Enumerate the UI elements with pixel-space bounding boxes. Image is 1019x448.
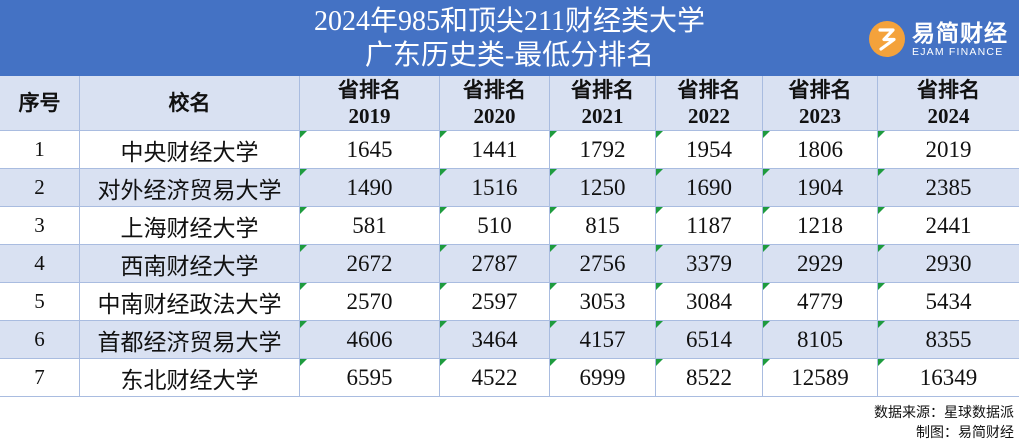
footer: 数据来源：星球数据派 制图：易简财经 — [874, 402, 1014, 442]
rank-2019-cell: 2672 — [300, 245, 440, 282]
rank-2020-cell: 2787 — [440, 245, 550, 282]
rank-2023-cell: 4779 — [763, 283, 878, 320]
rank-2022-cell: 8522 — [656, 359, 763, 396]
rank-2024-cell: 2441 — [878, 207, 1019, 244]
school-name-cell: 东北财经大学 — [80, 359, 300, 396]
column-header-2023: 省排名 2023 — [763, 76, 878, 130]
rank-2020-cell: 1441 — [440, 131, 550, 168]
column-year-label: 2019 — [348, 104, 391, 128]
row-index-cell: 2 — [0, 169, 80, 206]
brand-tagline: EJAM FINANCE — [912, 46, 1004, 58]
rank-2023-cell: 2929 — [763, 245, 878, 282]
ejam-logo-icon — [869, 21, 905, 57]
rank-2023-cell: 8105 — [763, 321, 878, 358]
rank-2022-cell: 3379 — [656, 245, 763, 282]
rank-2019-cell: 581 — [300, 207, 440, 244]
brand-logo: 易简财经 EJAM FINANCE — [868, 20, 1008, 58]
column-header-2021: 省排名 2021 — [550, 76, 656, 130]
school-name-cell: 上海财经大学 — [80, 207, 300, 244]
column-header-2019: 省排名 2019 — [300, 76, 440, 130]
rank-2020-cell: 510 — [440, 207, 550, 244]
column-header-2022: 省排名 2022 — [656, 76, 763, 130]
table-row: 4 西南财经大学 2672 2787 2756 3379 2929 2930 — [0, 245, 1019, 283]
column-header-school: 校名 — [80, 76, 300, 130]
table-row: 6 首都经济贸易大学 4606 3464 4157 6514 8105 8355 — [0, 321, 1019, 359]
table-row: 1 中央财经大学 1645 1441 1792 1954 1806 2019 — [0, 131, 1019, 169]
rank-2019-cell: 1490 — [300, 169, 440, 206]
column-label: 省排名 — [677, 78, 741, 102]
column-year-label: 2023 — [799, 104, 841, 128]
column-label: 序号 — [18, 91, 61, 115]
title-band: 2024年985和顶尖211财经类大学 广东历史类-最低分排名 易简财经 EJA… — [0, 0, 1019, 76]
row-index-cell: 3 — [0, 207, 80, 244]
rank-2021-cell: 4157 — [550, 321, 656, 358]
table-row: 7 东北财经大学 6595 4522 6999 8522 12589 16349 — [0, 359, 1019, 397]
rank-2021-cell: 2756 — [550, 245, 656, 282]
rank-2022-cell: 6514 — [656, 321, 763, 358]
chart-subtitle: 广东历史类-最低分排名 — [364, 40, 655, 71]
rank-2023-cell: 1904 — [763, 169, 878, 206]
rank-2023-cell: 12589 — [763, 359, 878, 396]
rank-2021-cell: 1792 — [550, 131, 656, 168]
rank-2019-cell: 2570 — [300, 283, 440, 320]
rank-2024-cell: 2385 — [878, 169, 1019, 206]
table-header-row: 序号 校名 省排名 2019 省排名 2020 省排名 2021 省排名 2022 省排名 2023 省… — [0, 76, 1019, 131]
table-row: 3 上海财经大学 581 510 815 1187 1218 2441 — [0, 207, 1019, 245]
rank-2020-cell: 2597 — [440, 283, 550, 320]
column-label: 省排名 — [463, 78, 526, 102]
rank-2023-cell: 1806 — [763, 131, 878, 168]
rank-2021-cell: 6999 — [550, 359, 656, 396]
rank-2024-cell: 2930 — [878, 245, 1019, 282]
rank-2021-cell: 1250 — [550, 169, 656, 206]
rank-2019-cell: 6595 — [300, 359, 440, 396]
rank-2024-cell: 8355 — [878, 321, 1019, 358]
column-year-label: 2024 — [927, 104, 970, 128]
row-index-cell: 7 — [0, 359, 80, 396]
row-index-cell: 5 — [0, 283, 80, 320]
column-header-2024: 省排名 2024 — [878, 76, 1019, 130]
column-label: 省排名 — [338, 78, 401, 102]
rank-2021-cell: 3053 — [550, 283, 656, 320]
rank-2022-cell: 1954 — [656, 131, 763, 168]
chart-title: 2024年985和顶尖211财经类大学 — [314, 6, 705, 37]
rank-2020-cell: 3464 — [440, 321, 550, 358]
column-year-label: 2021 — [581, 104, 624, 128]
rank-2021-cell: 815 — [550, 207, 656, 244]
rank-2023-cell: 1218 — [763, 207, 878, 244]
school-name-cell: 中南财经政法大学 — [80, 283, 300, 320]
rank-2022-cell: 3084 — [656, 283, 763, 320]
school-name-cell: 首都经济贸易大学 — [80, 321, 300, 358]
chart-credit-note: 制图：易简财经 — [916, 424, 1014, 440]
column-year-label: 2020 — [473, 104, 516, 128]
table-row: 5 中南财经政法大学 2570 2597 3053 3084 4779 5434 — [0, 283, 1019, 321]
column-label: 省排名 — [571, 78, 634, 102]
rank-2020-cell: 1516 — [440, 169, 550, 206]
column-label: 校名 — [168, 91, 211, 115]
brand-logo-text: 易简财经 EJAM FINANCE — [912, 20, 1008, 58]
brand-name: 易简财经 — [912, 20, 1008, 46]
row-index-cell: 4 — [0, 245, 80, 282]
rank-2022-cell: 1690 — [656, 169, 763, 206]
table-body: 1 中央财经大学 1645 1441 1792 1954 1806 2019 2 对外经济贸易大学… — [0, 131, 1019, 397]
school-name-cell: 中央财经大学 — [80, 131, 300, 168]
table-row: 2 对外经济贸易大学 1490 1516 1250 1690 1904 2385 — [0, 169, 1019, 207]
row-index-cell: 6 — [0, 321, 80, 358]
school-name-cell: 西南财经大学 — [80, 245, 300, 282]
rank-2024-cell: 16349 — [878, 359, 1019, 396]
column-year-label: 2022 — [688, 104, 730, 128]
rank-2019-cell: 4606 — [300, 321, 440, 358]
rank-2020-cell: 4522 — [440, 359, 550, 396]
data-source-note: 数据来源：星球数据派 — [874, 404, 1014, 420]
rank-2024-cell: 2019 — [878, 131, 1019, 168]
row-index-cell: 1 — [0, 131, 80, 168]
rank-2024-cell: 5434 — [878, 283, 1019, 320]
column-header-2020: 省排名 2020 — [440, 76, 550, 130]
rank-2022-cell: 1187 — [656, 207, 763, 244]
school-name-cell: 对外经济贸易大学 — [80, 169, 300, 206]
rank-2019-cell: 1645 — [300, 131, 440, 168]
column-header-index: 序号 — [0, 76, 80, 130]
column-label: 省排名 — [788, 78, 852, 102]
column-label: 省排名 — [917, 78, 980, 102]
